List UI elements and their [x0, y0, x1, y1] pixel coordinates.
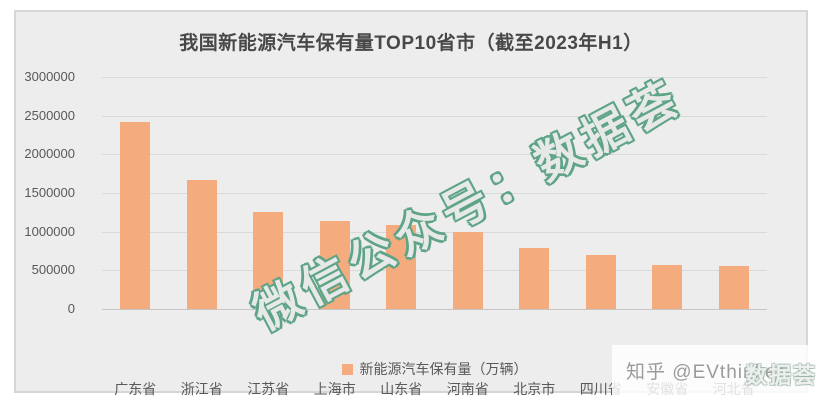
y-axis-tick-label: 2500000: [24, 107, 75, 123]
x-axis-label-广东省: 广东省: [114, 381, 157, 397]
bar-上海市: [319, 220, 350, 309]
y-axis-tick-label: 0: [67, 301, 75, 316]
zhihu-watermark-text: 知乎 @EVthinker: [626, 362, 784, 383]
gridline-0: [102, 309, 767, 310]
bar-slot: [435, 77, 502, 309]
chart-legend: 新能源汽车保有量（万辆）: [102, 359, 767, 379]
zhihu-watermark: 知乎 @EVthinker 数据荟: [612, 345, 827, 396]
bar-slot: [102, 77, 169, 309]
chart-panel: 我国新能源汽车保有量TOP10省市（截至2023年H1） 3000000 2500…: [14, 10, 808, 397]
y-axis-tick-label: 1000000: [24, 223, 75, 239]
legend-label: 新能源汽车保有量（万辆）: [359, 361, 528, 377]
x-axis-label-浙江省: 浙江省: [180, 381, 223, 397]
bar-北京市: [519, 247, 550, 309]
x-axis-label-四川省: 四川省: [579, 381, 622, 397]
bar-安徽省: [652, 264, 683, 309]
bar-河北省: [718, 266, 749, 309]
gridline-3000000: [102, 77, 767, 78]
bar-slot: [235, 77, 302, 309]
y-axis-tick-label: 500000: [31, 262, 75, 278]
bar-slot: [634, 77, 701, 309]
gridline-1500000: [102, 193, 767, 194]
bar-浙江省: [186, 179, 217, 309]
bar-江苏省: [253, 211, 284, 309]
bar-四川省: [585, 254, 616, 309]
bar-slot: [368, 77, 435, 309]
plot-area: 3000000 2500000 2000000 1500000 1000000 50000…: [24, 69, 768, 397]
gridline-2000000: [102, 154, 767, 156]
bar-河南省: [452, 231, 483, 309]
x-axis-label-北京市: 北京市: [513, 381, 556, 397]
bar-slot: [302, 77, 369, 309]
bar-山东省: [386, 225, 417, 309]
legend-swatch-icon: [341, 363, 353, 375]
y-axis-tick-label: 2000000: [24, 146, 75, 162]
x-axis-label-河南省: 河南省: [446, 381, 489, 397]
bar-slot: [501, 77, 568, 309]
gridline-500000: [102, 270, 767, 272]
y-axis-tick-label: 1500000: [24, 185, 75, 200]
x-axis-label-上海市: 上海市: [313, 381, 356, 397]
bar-slot: [568, 77, 635, 309]
bar-slot: [701, 77, 768, 309]
gridline-1000000: [102, 231, 767, 233]
x-axis-label-山东省: 山东省: [380, 381, 423, 397]
chart-title: 我国新能源汽车保有量TOP10省市（截至2023年H1）: [179, 33, 643, 54]
x-axis-label-江苏省: 江苏省: [247, 381, 290, 397]
bar-广东省: [120, 121, 151, 309]
gridline-2500000: [102, 115, 767, 117]
bar-slot: [169, 77, 236, 309]
y-axis-tick-label: 3000000: [24, 69, 75, 84]
